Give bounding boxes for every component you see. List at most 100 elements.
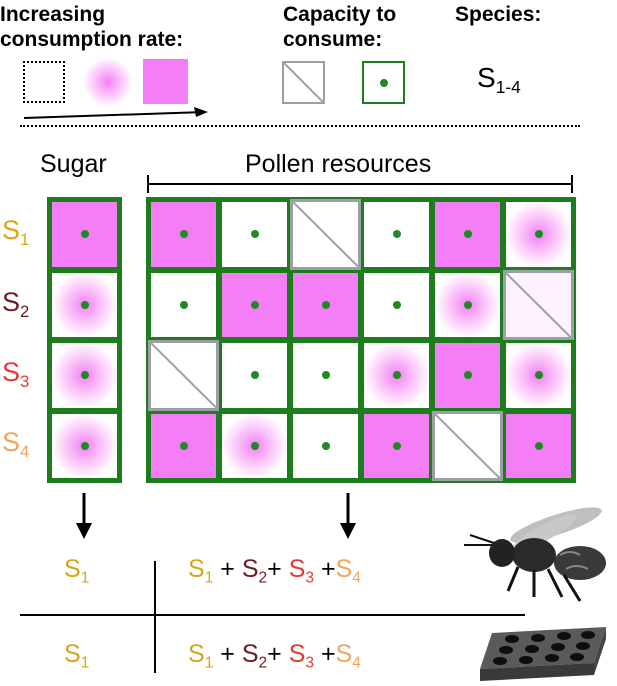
grid-cell	[49, 199, 120, 270]
capacity-dot-icon	[534, 441, 543, 450]
grid-cell	[503, 269, 574, 340]
capacity-dot-icon	[250, 371, 259, 380]
summary-row-2-left-sub: 1	[80, 654, 90, 672]
summary-row-2-term-1: S	[188, 640, 205, 668]
pollen-down-arrow-icon	[340, 493, 356, 539]
capacity-dot-icon	[321, 300, 330, 309]
grid-cell	[432, 340, 503, 411]
capacity-title-line2: consume:	[283, 28, 383, 51]
summary-row-2-term-2-sub: 2	[258, 654, 268, 672]
summary-row-1-term-2: S	[241, 555, 259, 583]
summary-row-2-plus-3: +	[320, 640, 336, 668]
summary-row-2-plus-2: +	[267, 640, 282, 668]
grid-cell	[432, 410, 503, 481]
species-label-1: S1	[2, 215, 29, 250]
summary-row-2-left-letter: S	[64, 640, 81, 668]
species-symbol-letter: S	[477, 62, 496, 93]
species-label-1-letter: S	[2, 215, 21, 245]
grid-cell	[219, 340, 290, 411]
capacity-title-line1: Capacity to	[283, 3, 397, 26]
grid-cell	[290, 269, 361, 340]
species-label-2-sub: 2	[20, 301, 30, 321]
diagonal-icon	[284, 63, 323, 102]
capacity-dot-icon	[80, 371, 89, 380]
grid-cell	[49, 269, 120, 340]
capacity-dot-icon	[534, 230, 543, 239]
full-consumption-swatch	[143, 59, 188, 104]
capacity-dot-icon	[250, 300, 259, 309]
grid-cell	[361, 410, 432, 481]
summary-row-2-term-3-sub: 3	[305, 654, 315, 672]
summary-row-1-term-2-sub: 2	[258, 569, 268, 587]
summary-row-2-plus-1: +	[220, 640, 235, 668]
capacity-dot-icon	[534, 371, 543, 380]
grid-cell	[503, 340, 574, 411]
species-label-1-sub: 1	[20, 229, 30, 249]
grid-cell	[290, 199, 361, 270]
capacity-dot-icon	[463, 300, 472, 309]
diagonal-icon	[435, 413, 500, 478]
rate-title-line2: consumption rate:	[0, 28, 184, 51]
species-label-4: S4	[2, 427, 29, 462]
summary-row-1-term-1: S	[188, 555, 205, 583]
pollen-grid	[146, 197, 576, 483]
capacity-dot-icon	[80, 300, 89, 309]
summary-row-1-plus-3: +	[320, 555, 336, 583]
diagonal-icon	[151, 343, 216, 408]
grid-cell	[148, 199, 219, 270]
capacity-dot-icon	[379, 78, 388, 87]
well-plate-icon	[480, 627, 606, 681]
grid-cell	[290, 410, 361, 481]
summary-row-1-term-3: S	[288, 555, 306, 583]
summary-row-2-term-3: S	[288, 640, 306, 668]
legend-separator	[20, 125, 580, 127]
summary-row-1-term-4: S	[335, 555, 353, 583]
summary-row-2-term-2: S	[241, 640, 259, 668]
grid-cell	[148, 410, 219, 481]
bee-icon	[464, 507, 606, 602]
grid-cell	[361, 269, 432, 340]
grid-cell	[148, 340, 219, 411]
capacity-dot-icon	[392, 300, 401, 309]
species-label-2-letter: S	[2, 287, 21, 317]
no-consumption-swatch	[23, 61, 65, 103]
capacity-dot-icon	[392, 441, 401, 450]
diagonal-icon	[293, 202, 358, 267]
grid-cell	[290, 340, 361, 411]
capacity-dot-icon	[179, 441, 188, 450]
species-symbol: S1-4	[477, 62, 521, 98]
summary-row-1-left-letter: S	[64, 555, 81, 583]
summary-row-1-right: S1 + S2+ S3 +S4	[188, 555, 361, 587]
summary-row-1-term-3-sub: 3	[305, 569, 315, 587]
capacity-dot-icon	[80, 441, 89, 450]
grid-cell	[219, 199, 290, 270]
species-label-2: S2	[2, 287, 29, 322]
diagonal-icon	[506, 272, 571, 337]
capacity-dot-icon	[250, 441, 259, 450]
sugar-grid	[47, 197, 122, 483]
species-label-4-letter: S	[2, 427, 21, 457]
capacity-dot-icon	[392, 371, 401, 380]
grid-cell	[361, 340, 432, 411]
capacity-dot-icon	[80, 230, 89, 239]
grid-cell	[432, 199, 503, 270]
capacity-swatch	[362, 61, 405, 104]
summary-row-1-term-4-sub: 4	[352, 569, 361, 587]
rate-title-line1: Increasing	[0, 3, 106, 26]
grid-cell	[148, 269, 219, 340]
capacity-dot-icon	[179, 300, 188, 309]
grid-cell	[503, 410, 574, 481]
pollen-header: Pollen resources	[245, 150, 432, 178]
capacity-dot-icon	[321, 441, 330, 450]
capacity-dot-icon	[463, 230, 472, 239]
grid-cell	[432, 269, 503, 340]
summary-row-2-term-4: S	[335, 640, 353, 668]
diffuse-consumption-swatch	[83, 57, 133, 107]
species-label-3-letter: S	[2, 357, 21, 387]
grid-cell	[361, 199, 432, 270]
summary-row-1-plus-1: +	[220, 555, 235, 583]
capacity-dot-icon	[250, 230, 259, 239]
summary-row-2-left: S1	[64, 640, 89, 672]
capacity-dot-icon	[179, 230, 188, 239]
sugar-header: Sugar	[40, 150, 107, 178]
